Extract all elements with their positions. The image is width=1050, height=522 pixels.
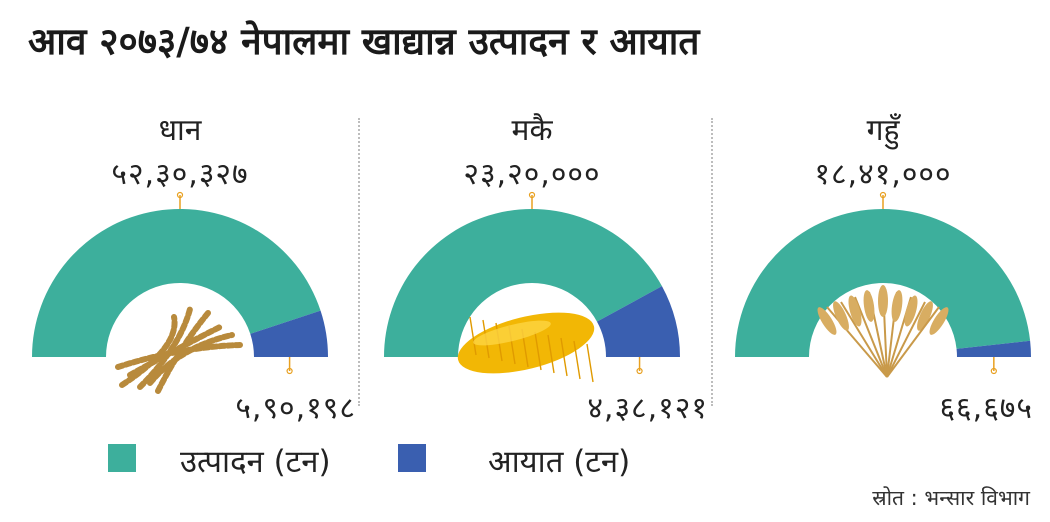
gauge-panel-wheat: गहुँ १८,४१,००० ६६,६७५ [733, 0, 1050, 440]
corn-kernel-row [573, 340, 581, 380]
wheat-stalk [840, 301, 888, 378]
wheat-stalk [886, 306, 940, 378]
import-value-rice: ५,९०,१९८ [235, 391, 356, 426]
wheat-ear [848, 295, 862, 327]
import-arc-rice [250, 310, 328, 357]
crop-label-rice: धान [158, 113, 202, 148]
legend-swatch-production [108, 444, 136, 472]
wheat-ear [904, 295, 918, 327]
maize-illustration [457, 312, 595, 383]
wheat-ear [929, 307, 949, 335]
corn-kernel-row [534, 331, 542, 371]
source-note: स्रोत : भन्सार विभाग [872, 486, 1030, 510]
corn-kernel-row [547, 334, 555, 374]
import-leader-dot-rice [286, 367, 293, 375]
gauge-panel-maize: मकै २३,२०,००० ४,३८,१२१ [382, 0, 712, 440]
wheat-stalk [854, 296, 888, 378]
corn-cob [457, 312, 595, 374]
wheat-ear [878, 285, 888, 317]
crop-label-maize: मकै [511, 113, 553, 148]
rice-grain-stalk [119, 314, 178, 388]
gauge-panel-rice: धान ५२,३०,३२७ ५,९०,१९८ [30, 0, 360, 440]
import-value-maize: ४,३८,१२१ [587, 391, 708, 426]
panel-divider [711, 118, 713, 406]
gauge-chart-rice [32, 191, 328, 394]
panel-divider [358, 118, 360, 406]
chart-title: आव २०७३/७४ नेपालमा खाद्यान्न उत्पादन र आ… [28, 20, 700, 63]
production-value-rice: ५२,३०,३२७ [111, 157, 249, 192]
wheat-illustration [817, 285, 949, 378]
production-value-maize: २३,२०,००० [463, 157, 601, 192]
import-leader-dot-wheat [990, 367, 997, 375]
legend-swatch-import [398, 444, 426, 472]
legend-label-import: आयात (टन) [488, 444, 631, 480]
wheat-ear [917, 301, 933, 331]
corn-kernel-row [469, 316, 477, 356]
corn-kernel-row [586, 343, 594, 383]
wheat-ear [833, 301, 849, 331]
corn-kernel-row [560, 337, 568, 377]
rice-illustration [115, 306, 243, 394]
gauge-chart-wheat [735, 191, 1031, 378]
production-leader-dot-maize [528, 191, 536, 199]
gauge-chart-maize [384, 191, 680, 383]
rice-grain-stalk [115, 342, 243, 370]
import-arc-wheat [956, 340, 1031, 357]
rice-grain-stalk [137, 306, 193, 390]
import-arc-maize [596, 286, 680, 357]
production-arc-rice [32, 209, 321, 357]
import-value-wheat: ६६,६७५ [939, 391, 1033, 426]
wheat-ear [891, 290, 903, 322]
production-value-wheat: १८,४१,००० [814, 157, 952, 192]
crop-label-wheat: गहुँ [866, 113, 900, 148]
wheat-ear [817, 307, 837, 335]
production-leader-dot-rice [176, 191, 184, 199]
production-arc-maize [384, 209, 662, 357]
corn-highlight [473, 320, 551, 346]
legend-label-production: उत्पादन (टन) [180, 444, 331, 480]
production-leader-dot-wheat [879, 191, 887, 199]
wheat-ear [863, 290, 875, 322]
import-leader-dot-maize [636, 367, 643, 375]
production-arc-wheat [735, 208, 1031, 357]
wheat-stalk [886, 301, 926, 378]
